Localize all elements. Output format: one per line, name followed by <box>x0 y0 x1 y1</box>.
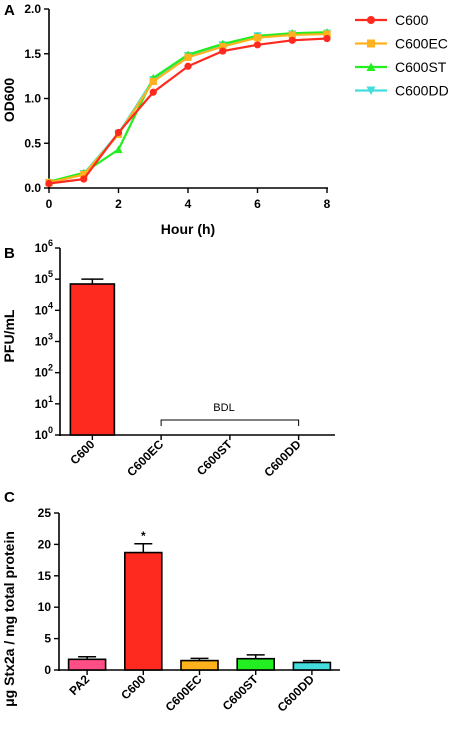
panel-a-y-tick-label: 0.0 <box>24 181 41 195</box>
data-point-c600 <box>323 34 331 43</box>
panel-b-y-tick-label: 105 <box>35 269 53 286</box>
panel-a-y-tick-label: 1.5 <box>24 47 41 61</box>
panel-a-y-tick-label: 0.5 <box>24 136 41 150</box>
panel-b-y-tick-label: 101 <box>35 394 53 411</box>
bar-c600 <box>69 283 116 436</box>
panel-c-x-tick-label: C600ST <box>220 672 262 714</box>
data-point-c600ec <box>80 170 88 179</box>
data-point-c600 <box>219 47 227 55</box>
panel-c-x-tick-label: PA2 <box>66 672 92 698</box>
panel-c-y-tick-label: 25 <box>38 506 52 520</box>
data-point-c600ec <box>253 34 262 42</box>
panel-c-x-tick-label: C600DD <box>275 672 318 715</box>
bar-c600ec <box>180 659 219 671</box>
panel-a-xlabel: Hour (h) <box>161 221 215 237</box>
data-point-c600 <box>253 41 262 49</box>
panel-c-y-tick-label: 10 <box>38 600 52 614</box>
legend-marker-c600 <box>367 16 375 24</box>
panel-a-legend: C600 C600EC C600ST C600DD <box>355 12 449 99</box>
panel-c-y-tick-label: 20 <box>38 537 52 551</box>
legend-marker-c600dd <box>366 86 376 95</box>
data-point-c600 <box>288 36 296 44</box>
panel-b-bdl-label: BDL <box>213 402 234 414</box>
bar-pa2 <box>67 658 107 671</box>
bar-c600 <box>124 551 163 671</box>
panel-c-axes: 0 5 10 15 20 25 PA2 C600 * C600EC C600ST C600DD <box>38 506 340 715</box>
bar-c600st <box>236 657 275 671</box>
data-point-c600ec <box>149 77 157 86</box>
data-point-c600ec <box>184 53 192 61</box>
data-point-c600st <box>114 145 123 154</box>
legend-label-c600dd: C600DD <box>395 83 449 99</box>
panel-a: A 0.0 0.5 1.0 1.5 2.0 0 2 4 6 8 Hour (h) OD600 C6… <box>1 2 449 237</box>
legend-marker-c600ec <box>367 39 375 48</box>
significance-marker: * <box>141 529 146 543</box>
panel-a-x-tick-label: 6 <box>254 197 261 211</box>
panel-c-y-tick-label: 5 <box>44 632 51 646</box>
legend-label-c600st: C600ST <box>395 59 447 75</box>
panel-b-x-tick-label: C600EC <box>124 437 166 479</box>
legend-marker-c600st <box>366 62 376 71</box>
bdl-bracket <box>160 419 300 426</box>
panel-b-x-tick-label: C600ST <box>194 437 236 479</box>
panel-a-x-tick-label: 4 <box>185 197 192 211</box>
bar-c600dd <box>292 661 332 671</box>
panel-b-x-tick-label: C600DD <box>261 437 304 480</box>
panel-b: B 100 101 102 103 104 105 106 C600 C600EC C600ST C… <box>1 238 335 480</box>
panel-b-y-tick-label: 100 <box>35 425 53 442</box>
panel-b-y-tick-label: 102 <box>35 363 53 380</box>
data-point-c600 <box>114 128 123 137</box>
panel-b-y-tick-label: 103 <box>35 332 53 349</box>
panel-b-y-tick-label: 104 <box>35 300 53 317</box>
panel-a-y-tick-label: 1.0 <box>24 92 41 106</box>
panel-b-ylabel: PFU/mL <box>1 309 17 362</box>
panel-a-x-tick-label: 8 <box>324 197 331 211</box>
panel-a-x-tick-label: 0 <box>46 197 53 211</box>
data-point-c600 <box>184 62 192 70</box>
panel-c-y-tick-label: 15 <box>38 569 52 583</box>
panel-c-ylabel: μg Stx2a / mg total protein <box>1 531 17 707</box>
panel-b-axes: 100 101 102 103 104 105 106 C600 C600EC C600ST C60… <box>35 238 335 480</box>
legend-label-c600: C600 <box>395 12 429 28</box>
legend-label-c600ec: C600EC <box>395 36 448 52</box>
data-point-c600 <box>80 175 88 183</box>
panel-a-x-tick-label: 2 <box>115 197 122 211</box>
panel-a-y-tick-label: 2.0 <box>24 2 41 16</box>
panel-c-x-tick-label: C600 <box>118 672 148 702</box>
panel-c-letter: C <box>4 489 15 506</box>
panel-b-x-tick-label: C600 <box>67 437 97 467</box>
data-point-c600ec <box>323 30 331 38</box>
panel-a-axes: 0.0 0.5 1.0 1.5 2.0 0 2 4 6 8 <box>24 2 332 211</box>
data-point-c600ec <box>288 31 296 39</box>
panel-a-letter: A <box>4 2 15 19</box>
panel-a-ylabel: OD600 <box>1 78 17 123</box>
panel-c-x-tick-label: C600EC <box>163 672 205 714</box>
panel-b-y-tick-label: 106 <box>35 238 53 255</box>
panel-c: C 0 5 10 15 20 25 PA2 C600 * C600EC C600ST C600DD μ… <box>1 489 340 715</box>
data-point-c600ec <box>219 42 227 51</box>
data-point-c600 <box>149 88 157 96</box>
data-point-c600 <box>45 179 53 188</box>
panel-b-letter: B <box>4 245 15 262</box>
panel-c-y-tick-label: 0 <box>44 663 51 677</box>
